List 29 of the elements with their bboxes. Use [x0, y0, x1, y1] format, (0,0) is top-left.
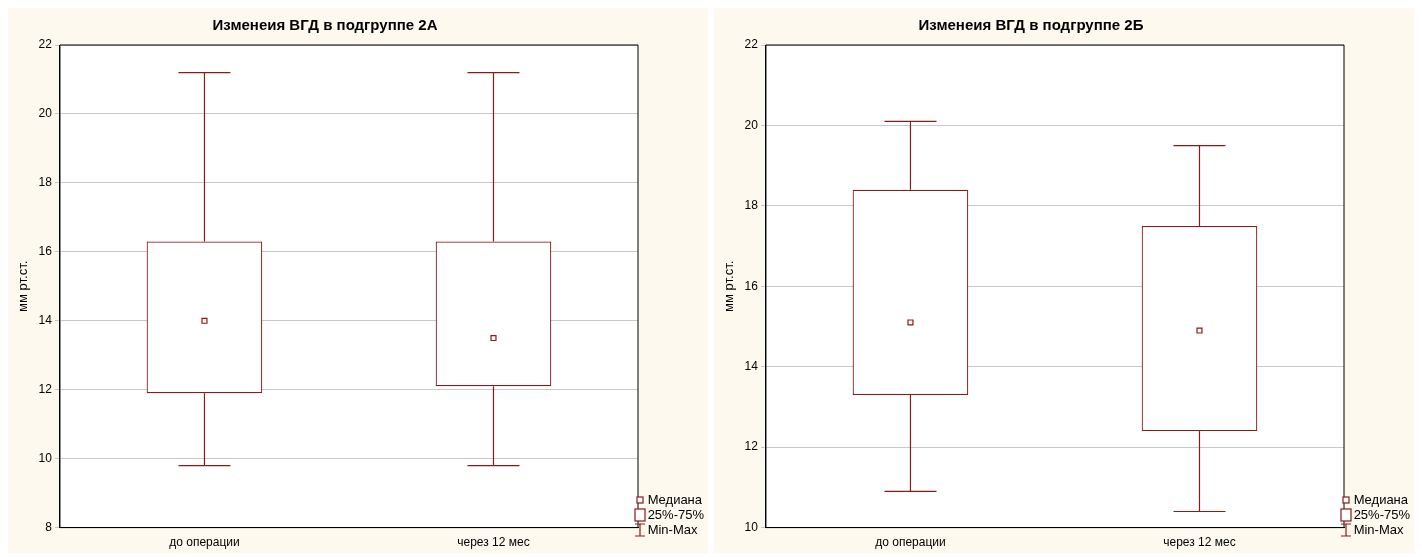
y-tick-label: 22 — [744, 37, 759, 52]
x-tick-label: через 12 мес — [1163, 535, 1236, 550]
y-tick-label: 14 — [38, 313, 53, 328]
y-tick-label: 22 — [38, 37, 53, 52]
y-tick-label: 10 — [38, 450, 53, 465]
x-tick-label: до операции — [875, 535, 946, 550]
text: Медиана — [1353, 492, 1409, 507]
y-axis-title: мм рт.ст. — [721, 260, 737, 312]
y-tick-label: 14 — [744, 359, 759, 374]
y-tick-label: 18 — [38, 175, 53, 190]
y-tick-label: 12 — [744, 439, 759, 454]
text: 25%-75% — [647, 507, 704, 522]
y-tick-label: 12 — [38, 382, 53, 397]
x-tick-label: до операции — [169, 535, 240, 550]
y-tick-label: 16 — [744, 278, 759, 293]
y-tick-label: 18 — [744, 198, 759, 213]
y-tick-label: 20 — [744, 117, 759, 132]
text: Медиана — [647, 492, 703, 507]
y-tick-label: 16 — [38, 244, 53, 259]
y-axis-title: мм рт.ст. — [15, 260, 31, 312]
y-tick-label: 20 — [38, 106, 53, 121]
y-tick-label: 8 — [45, 519, 53, 534]
text: Min-Max — [1353, 522, 1404, 537]
text: 25%-75% — [1353, 507, 1410, 522]
y-tick-label: 10 — [744, 519, 759, 534]
chart-title: Изменеия ВГД в подгруппе 2А — [212, 16, 438, 34]
x-tick-label: через 12 мес — [457, 535, 530, 550]
chart-title: Изменеия ВГД в подгруппе 2Б — [918, 16, 1144, 34]
text: Min-Max — [647, 522, 698, 537]
